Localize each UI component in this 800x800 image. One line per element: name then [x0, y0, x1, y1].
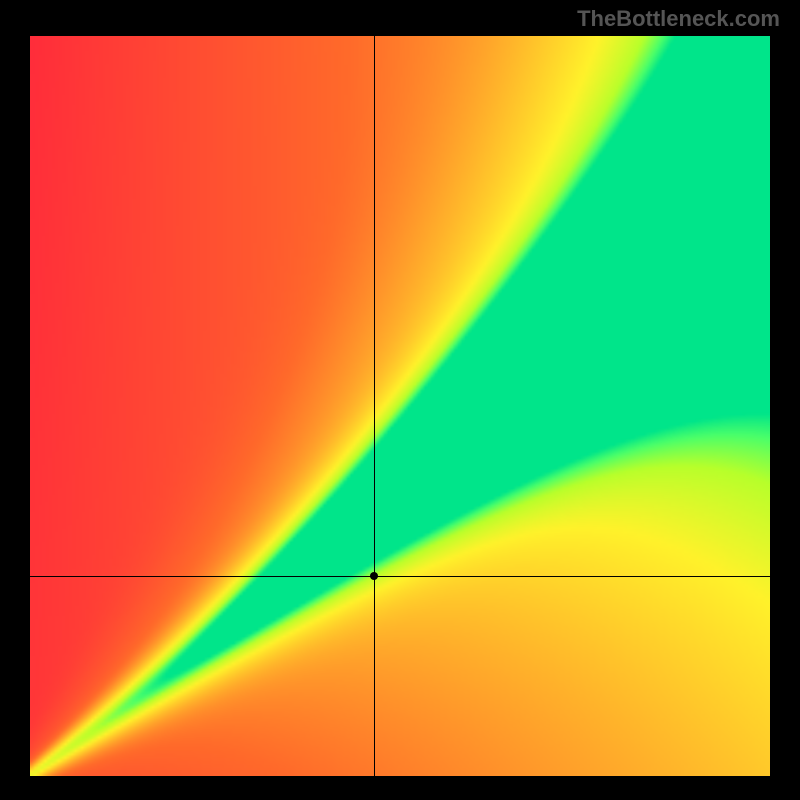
crosshair-marker: [370, 572, 378, 580]
watermark-text: TheBottleneck.com: [577, 6, 780, 32]
chart-container: TheBottleneck.com: [0, 0, 800, 800]
heatmap-plot: [30, 36, 770, 776]
crosshair-vertical: [374, 36, 375, 776]
heatmap-canvas: [30, 36, 770, 776]
crosshair-horizontal: [30, 576, 770, 577]
